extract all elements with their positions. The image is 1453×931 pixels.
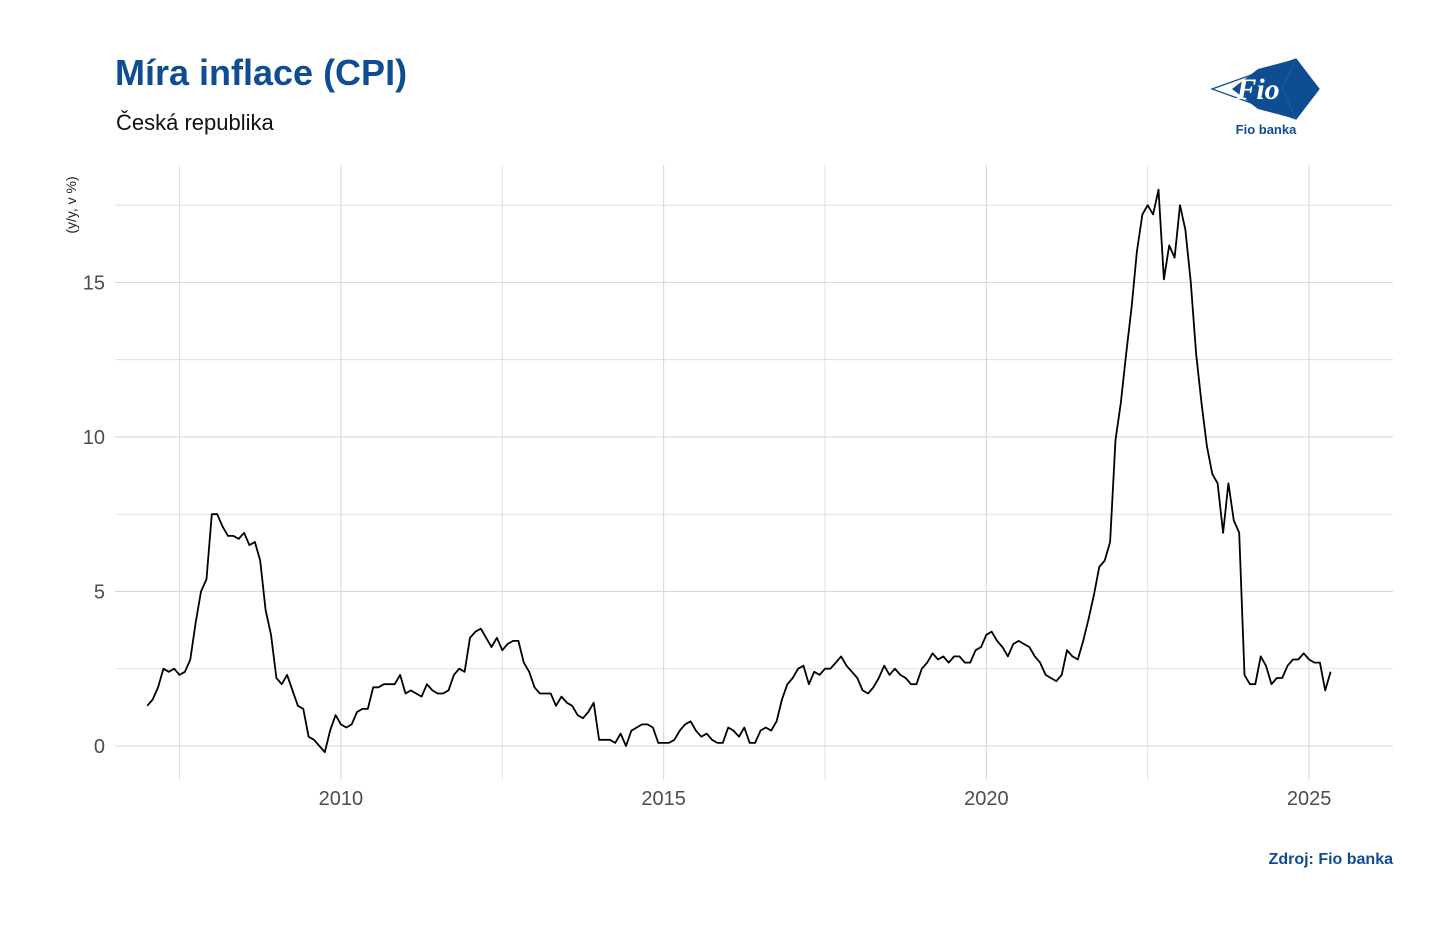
x-tick-label: 2015 — [641, 788, 686, 810]
y-tick-label: 5 — [94, 581, 105, 603]
y-tick-label: 10 — [83, 427, 105, 449]
y-tick-label: 0 — [94, 736, 105, 758]
x-tick-label: 2025 — [1287, 788, 1332, 810]
logo-mark-text: Fio — [1235, 73, 1279, 106]
fio-logo-graphic: Fio Fio banka — [1210, 58, 1320, 137]
y-tick-label: 15 — [83, 272, 105, 294]
chart-subtitle: Česká republika — [116, 110, 274, 135]
x-tick-label: 2020 — [964, 788, 1009, 810]
source-note: Zdroj: Fio banka — [1268, 851, 1393, 868]
fio-banka-logo-icon: Fio Fio banka — [1210, 58, 1322, 140]
chart-title: Míra inflace (CPI) — [115, 52, 408, 93]
y-axis-label: (y/y, v %) — [63, 176, 79, 233]
inflation-series-line — [146, 188, 1332, 754]
logo-caption: Fio banka — [1236, 122, 1297, 137]
x-tick-label: 2010 — [319, 788, 364, 810]
